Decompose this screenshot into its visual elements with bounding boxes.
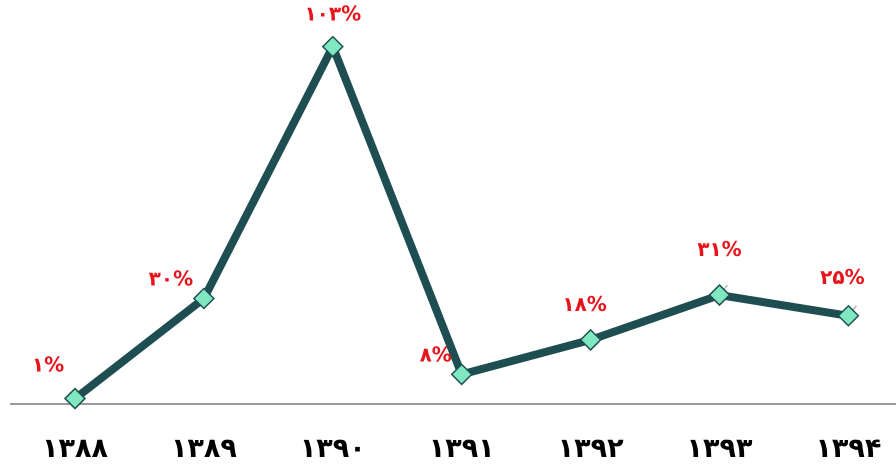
series-layer: ۱% ۳۰% ۱۰۳% ۸% ۱۸% ۳۱% ۲۵% — [32, 2, 865, 410]
x-tick-label: ۱۳۸۸ — [42, 433, 108, 464]
data-label: ۳۰% — [149, 267, 193, 291]
data-point-marker — [63, 387, 87, 410]
data-label: ۳۱% — [697, 237, 741, 261]
x-tick-label: ۱۳۹۱ — [429, 433, 495, 464]
data-label: ۱۰۳% — [304, 2, 361, 26]
x-tick-label: ۱۳۸۹ — [171, 433, 237, 464]
data-label: ۲۵% — [820, 265, 864, 289]
data-point-marker — [321, 35, 344, 58]
x-tick-labels: ۱۳۸۸ ۱۳۸۹ ۱۳۹۰ ۱۳۹۱ ۱۳۹۲ ۱۳۹۳ ۱۳۹۴ — [42, 433, 881, 464]
data-label: ۱% — [32, 353, 64, 377]
data-label: ۸% — [420, 342, 452, 366]
data-label: ۱۸% — [562, 292, 606, 316]
data-point-marker — [579, 328, 602, 351]
x-tick-label: ۱۳۹۲ — [558, 433, 624, 464]
data-point-marker — [837, 304, 860, 327]
x-tick-label: ۱۳۹۴ — [815, 433, 881, 464]
data-point-marker — [192, 287, 215, 310]
series-line — [71, 42, 853, 403]
x-tick-label: ۱۳۹۰ — [300, 433, 366, 464]
x-tick-label: ۱۳۹۳ — [687, 433, 753, 464]
data-point-marker — [450, 363, 473, 386]
data-point-marker — [708, 283, 731, 307]
